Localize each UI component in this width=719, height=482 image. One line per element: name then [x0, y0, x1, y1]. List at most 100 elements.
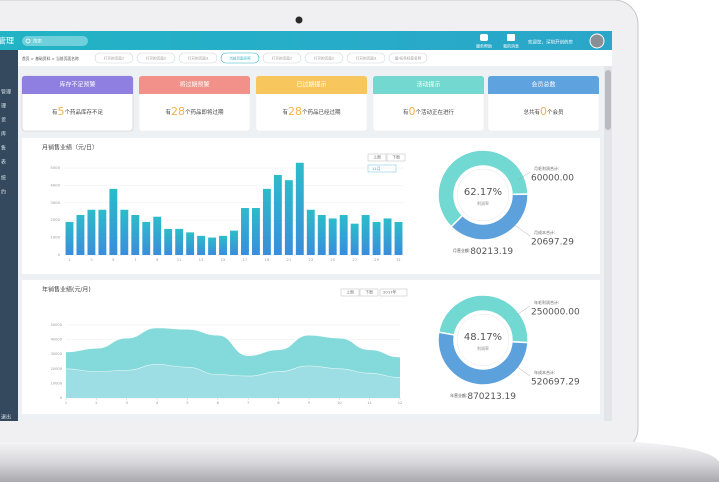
- card-suffix: 个会员: [547, 108, 564, 116]
- x-tick-label: 3: [126, 401, 128, 405]
- tab-label: 当前页面名称: [229, 56, 251, 61]
- tab-label: 暂/任务标签名称: [395, 56, 422, 61]
- card-text: 有28个药品即将过期: [165, 105, 224, 118]
- x-tick-label: 1: [65, 401, 67, 405]
- leader-line: [517, 171, 531, 181]
- bar: [219, 235, 227, 255]
- card-suffix: 个药品即将过期: [185, 108, 224, 116]
- card-prefix: 有: [282, 108, 288, 116]
- card-suffix: 个药品已经过期: [302, 108, 341, 116]
- card-title: 库存不足预警: [59, 81, 95, 89]
- sidebar-item: 管理: [1, 89, 11, 96]
- x-tick-label: 9: [156, 257, 159, 262]
- prev-button[interactable]: [367, 153, 387, 162]
- card-text: 有0个活动正在进行: [403, 105, 455, 118]
- x-tick-label: 19: [264, 257, 269, 262]
- leader-line: [512, 223, 531, 237]
- card-number: 0: [540, 105, 547, 118]
- x-tick-label: 25: [330, 257, 335, 262]
- y-tick-label: 3000: [50, 200, 60, 205]
- leader-line: [512, 363, 531, 377]
- donut-hole: [456, 168, 510, 222]
- tab[interactable]: [304, 52, 344, 64]
- donut-total-value: 80213.19: [470, 247, 513, 257]
- x-tick-label: 10: [337, 401, 342, 405]
- camera: [295, 16, 303, 24]
- bar: [65, 221, 74, 255]
- search-box[interactable]: [22, 36, 88, 46]
- next-button[interactable]: [359, 288, 379, 297]
- card-suffix: 个药品库存不足: [65, 108, 104, 116]
- y-tick-label: 40000: [51, 338, 63, 342]
- bar: [372, 221, 381, 255]
- sidebar: [0, 50, 18, 421]
- tab[interactable]: [178, 52, 218, 64]
- card-text: 总共有0个会员: [523, 105, 564, 118]
- donut-center-sub: 利润率: [477, 345, 489, 351]
- bar: [109, 188, 118, 255]
- year-select[interactable]: [379, 288, 408, 297]
- bar: [142, 221, 151, 255]
- donut-center: 48.17%: [464, 332, 502, 343]
- bar: [328, 218, 337, 255]
- bar: [339, 214, 348, 255]
- month-select[interactable]: [367, 164, 397, 173]
- y-tick-label: 30000: [51, 352, 63, 356]
- bar: [197, 235, 206, 255]
- card-header: [373, 76, 484, 94]
- bar: [273, 174, 282, 255]
- x-tick-label: 27: [352, 257, 357, 262]
- scroll-thumb[interactable]: [605, 70, 611, 130]
- x-tick-label: 7: [134, 257, 137, 262]
- donut-total-name: 年营业额:: [450, 392, 467, 398]
- laptop-base: [0, 442, 719, 482]
- tab[interactable]: [136, 52, 176, 64]
- bar: [76, 214, 85, 255]
- avatar[interactable]: [589, 33, 605, 49]
- x-tick-label: 17: [243, 257, 248, 262]
- bar: [230, 230, 238, 255]
- prev-button[interactable]: [340, 288, 360, 297]
- donut-slice: [450, 193, 529, 241]
- bar: [361, 214, 370, 255]
- y-tick-label: 50000: [51, 323, 63, 327]
- donut-label-name: 年成本合计:: [534, 369, 555, 375]
- x-tick-label: 1: [68, 257, 71, 262]
- tab[interactable]: [262, 52, 302, 64]
- card-number: 5: [58, 105, 65, 118]
- bar: [295, 162, 304, 255]
- x-tick-label: 8: [277, 401, 280, 405]
- bar: [131, 214, 140, 255]
- card-title: 已过期提示: [296, 81, 326, 89]
- donut-label-name: 月成本合计:: [534, 229, 555, 235]
- next-button[interactable]: [386, 153, 406, 162]
- x-tick-label: 3: [90, 257, 93, 262]
- sidebar-item: 约: [1, 189, 6, 196]
- bar: [120, 209, 129, 255]
- x-tick-label: 13: [199, 257, 204, 262]
- x-tick-label: 11: [177, 257, 182, 262]
- tab[interactable]: [94, 52, 134, 64]
- donut-label-amount: 520697.29: [531, 378, 580, 388]
- donut-center-sub: 利润率: [477, 200, 489, 206]
- x-tick-label: 6: [217, 401, 220, 405]
- tab-label: 打开的页面3: [188, 56, 208, 61]
- donut-hole: [456, 313, 510, 367]
- bar: [350, 223, 359, 255]
- tab-label: 打开的页面2: [314, 56, 334, 61]
- bar: [98, 209, 107, 255]
- tab[interactable]: [388, 52, 428, 64]
- tab[interactable]: [346, 52, 386, 64]
- help-icon[interactable]: [480, 34, 488, 41]
- area-line: [65, 327, 401, 358]
- app-title: 管理: [0, 36, 14, 46]
- scrollbar: [604, 66, 612, 421]
- x-tick-label: 5: [112, 257, 115, 262]
- message-icon[interactable]: [507, 34, 515, 41]
- bar: [175, 228, 184, 255]
- sidebar-item: 库: [1, 131, 6, 138]
- year-select-label: 2017年: [383, 290, 397, 295]
- tab[interactable]: [220, 52, 260, 64]
- card-title: 将过期预警: [179, 81, 209, 89]
- card-header: [488, 76, 599, 94]
